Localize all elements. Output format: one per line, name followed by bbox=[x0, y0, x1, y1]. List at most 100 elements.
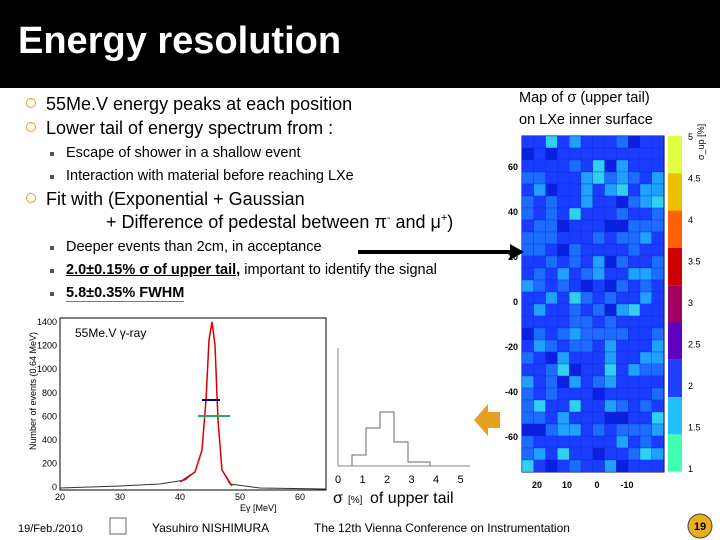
map-cell bbox=[533, 291, 546, 305]
map-cell bbox=[533, 339, 546, 353]
map-cell bbox=[521, 231, 534, 245]
map-cell bbox=[616, 207, 629, 221]
map-cell bbox=[592, 411, 605, 425]
map-cell bbox=[569, 303, 582, 317]
map-cell bbox=[521, 399, 534, 413]
map-cell bbox=[616, 195, 629, 209]
map-cell bbox=[521, 339, 534, 353]
sub-bullet: 2.0±0.15% σ of upper tail, important to … bbox=[66, 262, 437, 278]
map-cell bbox=[533, 255, 546, 269]
map-cell bbox=[521, 459, 534, 473]
x-tick-label: 40 bbox=[175, 492, 185, 502]
map-cell bbox=[569, 279, 582, 293]
map-cell bbox=[533, 183, 546, 197]
map-cell bbox=[557, 147, 570, 161]
map-cell bbox=[545, 255, 558, 269]
map-cell bbox=[557, 459, 570, 473]
map-cell bbox=[628, 363, 641, 377]
map-cell bbox=[616, 303, 629, 317]
map-cell bbox=[569, 267, 582, 281]
map-cell bbox=[557, 255, 570, 269]
map-cell bbox=[521, 183, 534, 197]
map-cell bbox=[651, 363, 664, 377]
map-cell bbox=[533, 219, 546, 233]
map-cell bbox=[628, 375, 641, 389]
map-cell bbox=[580, 243, 593, 257]
map-cell bbox=[521, 363, 534, 377]
bullet-marker bbox=[26, 193, 36, 203]
scale-tick-label: 1.5 bbox=[688, 423, 701, 433]
map-cell bbox=[639, 231, 652, 245]
map-cell bbox=[628, 399, 641, 413]
map-cell bbox=[651, 399, 664, 413]
map-cell bbox=[557, 447, 570, 461]
map-cell bbox=[533, 327, 546, 341]
map-cell bbox=[651, 351, 664, 365]
bullet-marker bbox=[26, 98, 36, 108]
map-cell bbox=[651, 459, 664, 473]
map-cell bbox=[533, 435, 546, 449]
map-cell bbox=[569, 315, 582, 329]
scale-segment bbox=[668, 434, 682, 472]
map-cell bbox=[628, 231, 641, 245]
y-tick-label: 600 bbox=[42, 411, 57, 421]
sup: - bbox=[386, 212, 391, 224]
map-cell bbox=[604, 459, 617, 473]
x-axis-label: Eγ [MeV] bbox=[240, 503, 277, 513]
map-cell bbox=[557, 243, 570, 257]
map-tick-label: 20 bbox=[532, 480, 542, 490]
map-cell bbox=[639, 267, 652, 281]
text: and μ bbox=[390, 212, 441, 232]
map-cell bbox=[651, 315, 664, 329]
map-cell bbox=[580, 267, 593, 281]
map-cell bbox=[569, 411, 582, 425]
hist-tick-label: 3 bbox=[408, 474, 414, 486]
map-cell bbox=[580, 195, 593, 209]
map-cell bbox=[639, 159, 652, 173]
map-cell bbox=[616, 279, 629, 293]
map-cell bbox=[604, 315, 617, 329]
map-cell bbox=[604, 375, 617, 389]
map-cell bbox=[545, 339, 558, 353]
title: Energy resolution bbox=[18, 20, 342, 62]
map-cell bbox=[628, 423, 641, 437]
map-cell bbox=[628, 147, 641, 161]
map-cell bbox=[651, 171, 664, 185]
map-cell bbox=[628, 447, 641, 461]
map-cell bbox=[628, 195, 641, 209]
map-cell bbox=[651, 147, 664, 161]
map-cell bbox=[569, 435, 582, 449]
map-cell bbox=[651, 207, 664, 221]
map-cell bbox=[580, 171, 593, 185]
map-cell bbox=[569, 387, 582, 401]
map-cell bbox=[628, 267, 641, 281]
map-tick-label: 0 bbox=[594, 480, 599, 490]
map-cell bbox=[628, 207, 641, 221]
map-cell bbox=[521, 411, 534, 425]
map-cell bbox=[639, 399, 652, 413]
map-cell bbox=[557, 387, 570, 401]
map-cell bbox=[533, 411, 546, 425]
map-cell bbox=[533, 135, 546, 149]
map-cell bbox=[604, 435, 617, 449]
map-tick-label: 0 bbox=[513, 297, 518, 307]
footer-date: 19/Feb./2010 bbox=[18, 523, 83, 535]
map-cell bbox=[651, 183, 664, 197]
map-cell bbox=[533, 243, 546, 257]
map-cell bbox=[569, 327, 582, 341]
map-cell bbox=[592, 315, 605, 329]
scale-tick-label: 3 bbox=[688, 298, 693, 308]
footer-conference: The 12th Vienna Conference on Instrument… bbox=[314, 521, 570, 535]
map-cell bbox=[592, 231, 605, 245]
map-cell bbox=[521, 327, 534, 341]
map-cell bbox=[639, 291, 652, 305]
map-tick-label: 40 bbox=[508, 207, 518, 217]
map-cell bbox=[580, 399, 593, 413]
map-cell bbox=[580, 135, 593, 149]
map-cell bbox=[651, 135, 664, 149]
map-cell bbox=[651, 279, 664, 293]
map-cell bbox=[533, 279, 546, 293]
map-cell bbox=[616, 447, 629, 461]
map-cell bbox=[639, 207, 652, 221]
map-cell bbox=[651, 291, 664, 305]
